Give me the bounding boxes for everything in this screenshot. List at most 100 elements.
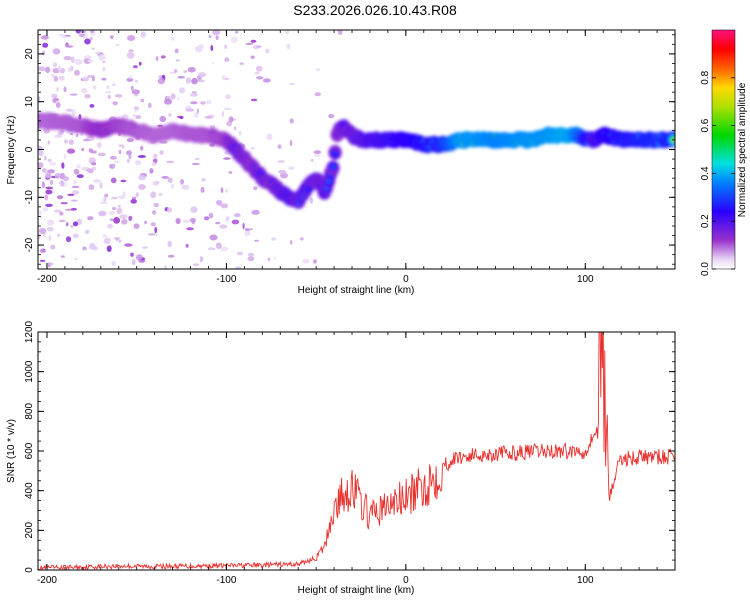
spectrogram-noise-blob <box>118 195 126 199</box>
spectrogram-noise-blob <box>168 112 172 118</box>
spectrogram-noise-blob <box>256 45 262 48</box>
spectrogram-noise-blob <box>50 93 58 99</box>
spectrogram-noise-blob <box>51 187 55 195</box>
spectrogram-noise-blob <box>127 35 136 41</box>
spectrogram-noise-blob <box>70 133 73 135</box>
spectrogram-noise-blob <box>140 98 145 103</box>
spectrogram-noise-blob <box>49 179 54 186</box>
spectrogram-noise-blob <box>223 157 231 160</box>
spectrogram-noise-blob <box>185 77 191 84</box>
spectrogram-noise-blob <box>250 55 255 59</box>
spectrogram-noise-blob <box>138 175 146 181</box>
spectrogram-noise-blob <box>103 237 111 245</box>
x-tick-label: -100 <box>216 274 236 285</box>
spectrogram-noise-blob <box>105 90 112 94</box>
spectrogram-noise-blob <box>290 240 293 245</box>
spectrogram-noise-blob <box>190 206 198 214</box>
spectrogram-noise-blob <box>262 78 271 83</box>
spectrogram-noise-blob <box>109 163 116 169</box>
spectrogram-noise-blob <box>81 87 88 94</box>
snr-plot-area <box>38 332 675 570</box>
spectrogram-noise-blob <box>200 101 206 105</box>
spectrogram-noise-blob <box>45 172 52 177</box>
x-tick-label: -200 <box>37 575 57 586</box>
spectrogram-noise-blob <box>71 190 80 195</box>
figure-title: S233.2026.026.10.43.R08 <box>293 2 457 18</box>
spectrogram-noise-blob <box>45 203 53 207</box>
spectrogram-noise-blob <box>310 159 314 162</box>
spectrogram-noise-blob <box>131 196 137 200</box>
spectrogram-noise-blob <box>52 48 61 55</box>
spectrogram-noise-blob <box>98 210 107 217</box>
spectrogram-noise-blob <box>63 86 67 93</box>
spectrogram-noise-blob <box>179 116 184 119</box>
spectrogram-noise-blob <box>231 36 238 44</box>
spectrogram-noise-blob <box>187 66 196 73</box>
spectrogram-noise-blob <box>168 254 175 258</box>
spectrogram-noise-blob <box>66 222 69 227</box>
spectrogram-noise-blob <box>104 193 109 198</box>
spectrogram-noise-blob <box>85 168 93 173</box>
colorbar: 0.0 0.2 0.4 0.6 0.8 Normalized spectral ampl… <box>700 29 748 276</box>
y-tick-label: 0 <box>24 146 35 152</box>
colorbar-gradient <box>711 29 736 270</box>
y-tick-label: 10 <box>24 96 35 108</box>
spectrogram-noise-blob <box>141 246 148 249</box>
spectrogram-noise-blob <box>159 115 166 123</box>
spectrogram-noise-blob <box>91 166 97 171</box>
spectrogram-noise-blob <box>170 93 176 100</box>
spectrogram-noise-blob <box>193 112 199 119</box>
spectrogram-noise-blob <box>90 118 97 121</box>
spectrogram-noise-blob <box>47 158 52 162</box>
spectrogram-ridge-mark <box>671 138 675 143</box>
spectrogram-noise-blob <box>182 219 191 223</box>
snr-x-ticks: -200 -100 0 100 <box>37 332 676 586</box>
spectrogram-noise-blob <box>66 108 73 112</box>
spectrogram-noise-blob <box>242 222 245 230</box>
spectrogram-noise-blob <box>70 65 74 72</box>
spectrogram-noise-blob <box>41 181 46 189</box>
spectrogram-noise-blob <box>137 155 147 158</box>
spectrogram-noise-blob <box>154 231 158 238</box>
spectrogram-noise-blob <box>152 180 159 186</box>
spectrogram-noise-blob <box>224 44 227 49</box>
spectrogram-noise-blob <box>225 94 231 100</box>
spectrogram-noise-blob <box>221 74 227 81</box>
spectrogram-noise-blob <box>254 71 260 75</box>
spectrogram-noise-blob <box>200 186 205 193</box>
spectrogram-noise-blob <box>59 211 64 216</box>
spectrogram-noise-blob <box>38 210 43 216</box>
spectrogram-noise-blob <box>57 131 64 136</box>
spectrogram-noise-blob <box>133 106 139 111</box>
spectrogram-noise-blob <box>130 85 134 91</box>
spectrogram-noise-blob <box>286 43 291 50</box>
spectrogram-y-ticks: -20 -10 0 10 20 <box>24 34 675 265</box>
spectrogram-noise-blob <box>118 149 122 155</box>
spectrogram-noise-blob <box>119 214 128 219</box>
spectrogram-noise-blob <box>256 76 264 80</box>
spectrogram-noise-blob <box>75 133 79 138</box>
spectrogram-noise-blob <box>140 31 146 38</box>
spectrogram-noise-blob <box>109 155 117 160</box>
spectrogram-noise-blob <box>251 209 260 215</box>
spectrogram-noise-blob <box>118 239 122 243</box>
spectrogram-noise-blob <box>50 244 56 250</box>
spectrogram-noise-blob <box>60 255 65 258</box>
y-tick-label: 800 <box>24 403 35 420</box>
spectrogram-noise-blob <box>191 162 200 166</box>
spectrogram-noise-blob <box>309 197 313 204</box>
spectrogram-noise-blob <box>64 139 68 144</box>
spectrogram-noise-blob <box>46 227 54 232</box>
spectrogram-noise-blob <box>89 104 95 108</box>
spectrogram-noise-blob <box>61 35 67 39</box>
spectrogram-noise-blob <box>203 216 210 221</box>
spectrogram-noise-blob <box>83 138 90 142</box>
spectrogram-noise-blob <box>160 55 166 59</box>
spectrogram-noise-blob <box>221 110 225 118</box>
spectrogram-noise-blob <box>288 83 295 86</box>
y-tick-label: 0 <box>24 567 35 573</box>
spectrogram-noise-blob <box>133 223 140 229</box>
spectrogram-noise-blob <box>207 247 216 251</box>
spectrogram-noise-blob <box>271 237 276 241</box>
spectrogram-noise-blob <box>56 87 59 92</box>
